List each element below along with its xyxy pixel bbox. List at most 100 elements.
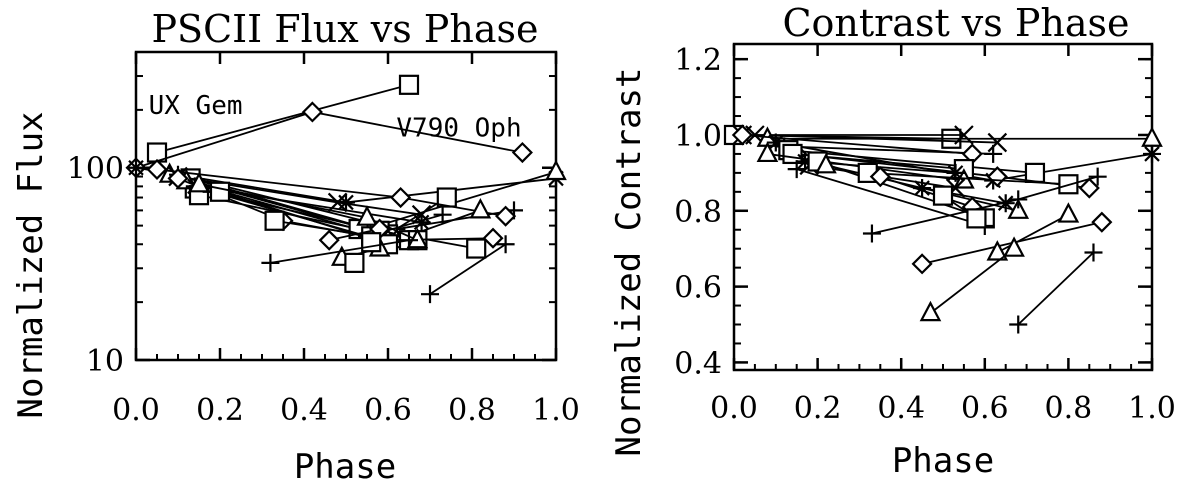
plus-marker bbox=[421, 285, 439, 304]
square-marker bbox=[932, 185, 954, 206]
flux-annotation-ux-gem: UX Gem bbox=[149, 91, 243, 121]
series-line bbox=[996, 213, 1069, 254]
plus-marker bbox=[1009, 190, 1028, 209]
data-series-24 bbox=[1009, 243, 1103, 334]
series-line bbox=[796, 168, 986, 227]
x-tick-label: 0.0 bbox=[112, 393, 160, 428]
data-series-15 bbox=[188, 171, 429, 249]
square-marker bbox=[361, 232, 382, 253]
plus-marker bbox=[433, 205, 452, 224]
triangle-marker bbox=[919, 300, 942, 322]
triangle-marker bbox=[406, 227, 429, 249]
plus-marker bbox=[1084, 243, 1103, 262]
contrast-y-axis-label: Normalized Contrast bbox=[609, 68, 649, 457]
y-tick-label: 0.8 bbox=[674, 195, 722, 230]
diamond-marker bbox=[390, 186, 412, 209]
square-marker bbox=[1024, 162, 1046, 183]
y-tick-label: 10 bbox=[86, 344, 124, 379]
diamond-marker bbox=[482, 227, 504, 249]
asterisk-marker bbox=[913, 179, 932, 198]
data-series-19 bbox=[862, 167, 1107, 243]
x-tick-label: 0.4 bbox=[280, 393, 328, 428]
x-tick-label: 0.8 bbox=[448, 393, 496, 428]
data-series-20 bbox=[261, 231, 418, 272]
series-line bbox=[817, 160, 986, 220]
asterisk-marker bbox=[1143, 144, 1161, 163]
plus-marker bbox=[1088, 167, 1107, 186]
square-marker bbox=[344, 252, 365, 273]
triangle-marker bbox=[1003, 236, 1025, 257]
x-tick-label: 0.2 bbox=[794, 391, 842, 426]
flux-panel: PSCII Flux vs Phase Phase Normalized Flu… bbox=[11, 7, 580, 487]
triangle-marker bbox=[188, 171, 210, 193]
asterisk-marker bbox=[412, 213, 431, 232]
flux-ticks: 0.0 0.2 0.4 0.6 0.8 1.0 10 100 bbox=[67, 51, 580, 428]
triangle-marker bbox=[545, 159, 567, 181]
x-tick-label: 0.4 bbox=[877, 391, 925, 426]
asterisk-marker bbox=[127, 158, 145, 177]
y-tick-label: 1.0 bbox=[674, 119, 722, 154]
data-series-6 bbox=[146, 158, 517, 227]
data-series-21 bbox=[421, 235, 515, 304]
data-series-22 bbox=[986, 202, 1080, 261]
triangle-marker bbox=[815, 152, 837, 174]
asterisk-marker bbox=[766, 133, 785, 152]
plus-marker bbox=[400, 231, 418, 250]
y-tick-label: 100 bbox=[67, 152, 124, 187]
diamond-marker bbox=[731, 124, 753, 146]
plus-marker bbox=[787, 160, 806, 179]
triangle-marker bbox=[356, 205, 378, 226]
x-tick-label: 1.0 bbox=[1128, 391, 1176, 426]
flux-y-axis-label: Normalized Flux bbox=[11, 111, 51, 418]
diamond-marker bbox=[869, 166, 891, 188]
contrast-panel: Contrast vs Phase Phase Normalized Contr… bbox=[609, 1, 1176, 481]
data-series-20 bbox=[932, 185, 987, 229]
series-line bbox=[270, 239, 410, 264]
diamond-marker bbox=[495, 205, 517, 227]
contrast-plot-frame bbox=[732, 42, 1154, 372]
flux-annotation-v790-oph: V790 Oph bbox=[396, 114, 521, 144]
x-tick-label: 0.8 bbox=[1045, 391, 1093, 426]
plus-marker bbox=[984, 144, 1003, 163]
data-series-21 bbox=[911, 211, 1113, 275]
series-line bbox=[742, 134, 973, 155]
contrast-data-marks bbox=[723, 124, 1163, 334]
asterisk-marker bbox=[337, 193, 355, 212]
triangle-marker bbox=[1057, 202, 1080, 223]
plus-marker bbox=[1009, 315, 1028, 334]
contrast-chart-title: Contrast vs Phase bbox=[782, 1, 1129, 45]
diamond-marker bbox=[1078, 177, 1100, 199]
series-line bbox=[194, 185, 422, 224]
x-tick-label: 0.6 bbox=[961, 391, 1009, 426]
asterisk-marker bbox=[946, 163, 965, 182]
diamond-marker bbox=[1091, 211, 1113, 233]
square-marker bbox=[966, 208, 987, 229]
triangle-marker bbox=[469, 198, 492, 219]
square-marker bbox=[466, 238, 487, 259]
y-tick-label: 0.4 bbox=[674, 346, 722, 381]
series-line bbox=[929, 247, 1015, 314]
plus-marker bbox=[496, 235, 515, 254]
diamond-marker bbox=[146, 158, 168, 180]
square-marker bbox=[398, 74, 420, 95]
series-line bbox=[429, 243, 507, 295]
x-tick-label: 1.0 bbox=[532, 393, 580, 428]
contrast-x-axis-label: Phase bbox=[892, 441, 994, 481]
series-line bbox=[156, 83, 410, 154]
diamond-marker bbox=[167, 167, 189, 189]
square-marker bbox=[264, 210, 285, 231]
flux-x-axis-label: Phase bbox=[294, 447, 396, 487]
x-tick-label: 0.2 bbox=[196, 393, 244, 428]
x-tick-label: 0.0 bbox=[710, 391, 758, 426]
diamond-marker bbox=[318, 229, 340, 251]
y-tick-label: 0.6 bbox=[674, 271, 722, 306]
triangle-marker bbox=[986, 240, 1009, 261]
flux-chart-title: PSCII Flux vs Phase bbox=[151, 7, 538, 51]
contrast-ticks: 0.0 0.2 0.4 0.6 0.8 1.0 0.4 0.6 0.8 1.0 1.2 bbox=[674, 43, 1176, 426]
plus-marker bbox=[261, 253, 280, 272]
series-line bbox=[788, 149, 1036, 174]
flux-data-marks bbox=[125, 74, 567, 304]
data-series-23 bbox=[919, 236, 1025, 322]
series-line bbox=[1017, 251, 1095, 326]
